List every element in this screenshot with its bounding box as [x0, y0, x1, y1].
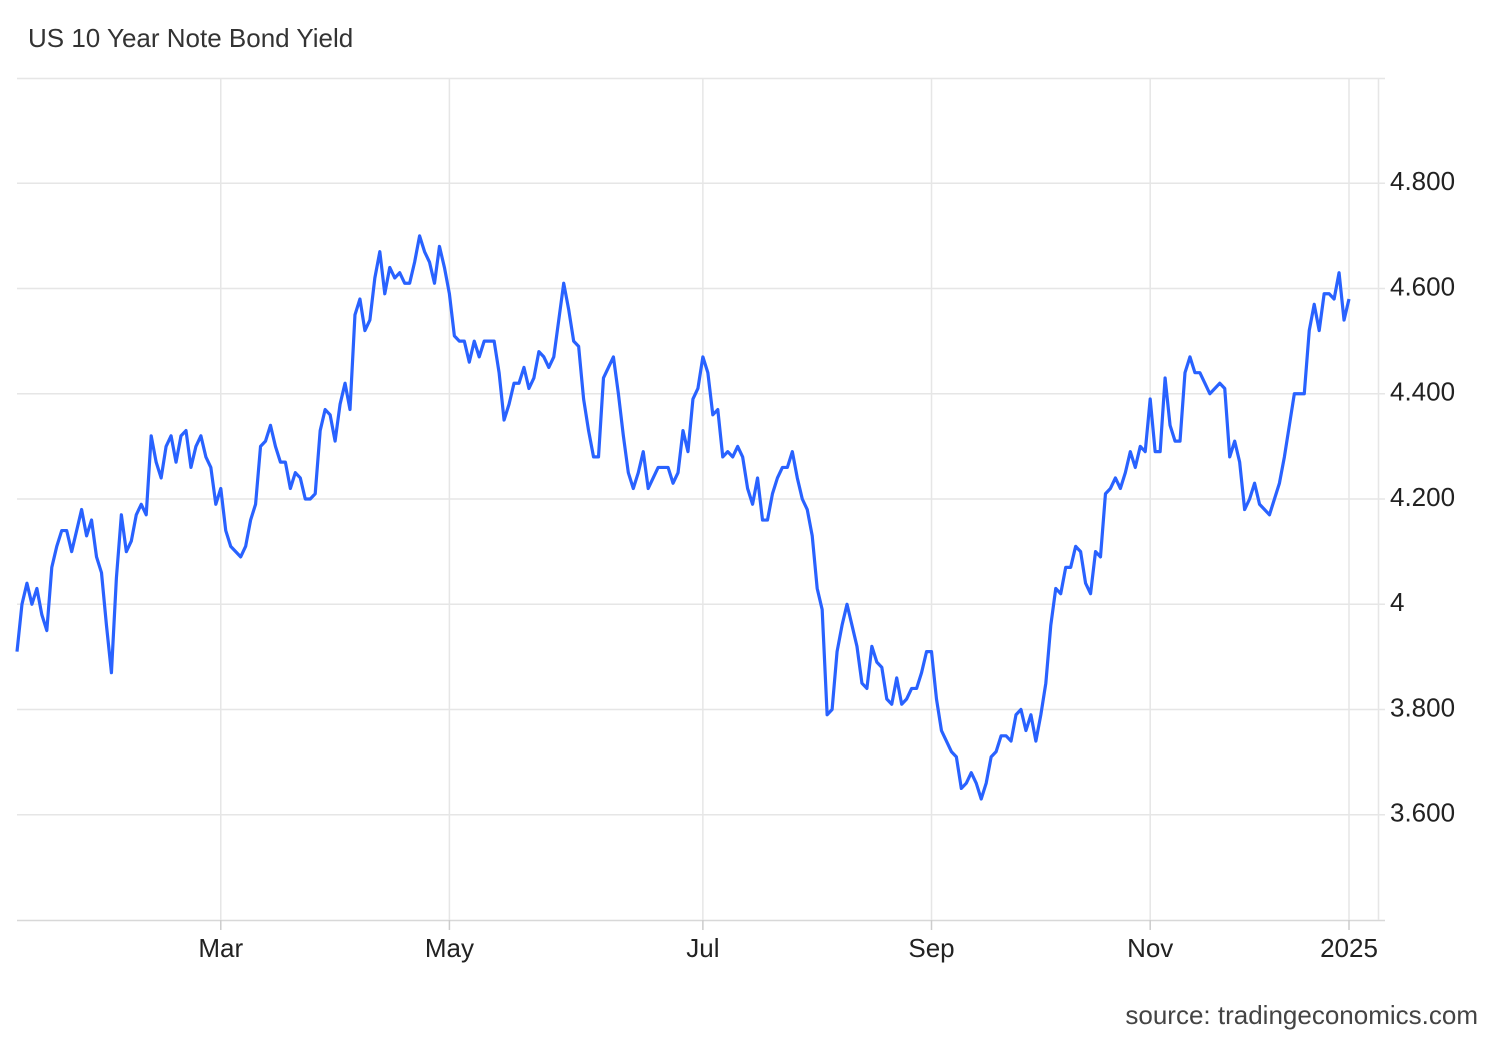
- data-line: [15, 234, 1351, 801]
- x-tick-label: 2025: [1320, 933, 1378, 963]
- y-tick-label: 4.800: [1390, 166, 1455, 196]
- y-tick-label: 4.200: [1390, 482, 1455, 512]
- x-tick-label: Nov: [1127, 933, 1173, 963]
- y-tick-label: 3.600: [1390, 798, 1455, 828]
- x-tick-label: May: [425, 933, 474, 963]
- y-tick-label: 3.800: [1390, 692, 1455, 722]
- y-tick-label: 4.400: [1390, 377, 1455, 407]
- chart-title: US 10 Year Note Bond Yield: [28, 23, 353, 53]
- y-tick-label: 4.600: [1390, 271, 1455, 301]
- x-tick-label: Sep: [908, 933, 954, 963]
- x-tick-label: Mar: [198, 933, 243, 963]
- x-tick-label: Jul: [686, 933, 719, 963]
- source-note: source: tradingeconomics.com: [1125, 1000, 1478, 1030]
- y-tick-label: 4: [1390, 587, 1404, 617]
